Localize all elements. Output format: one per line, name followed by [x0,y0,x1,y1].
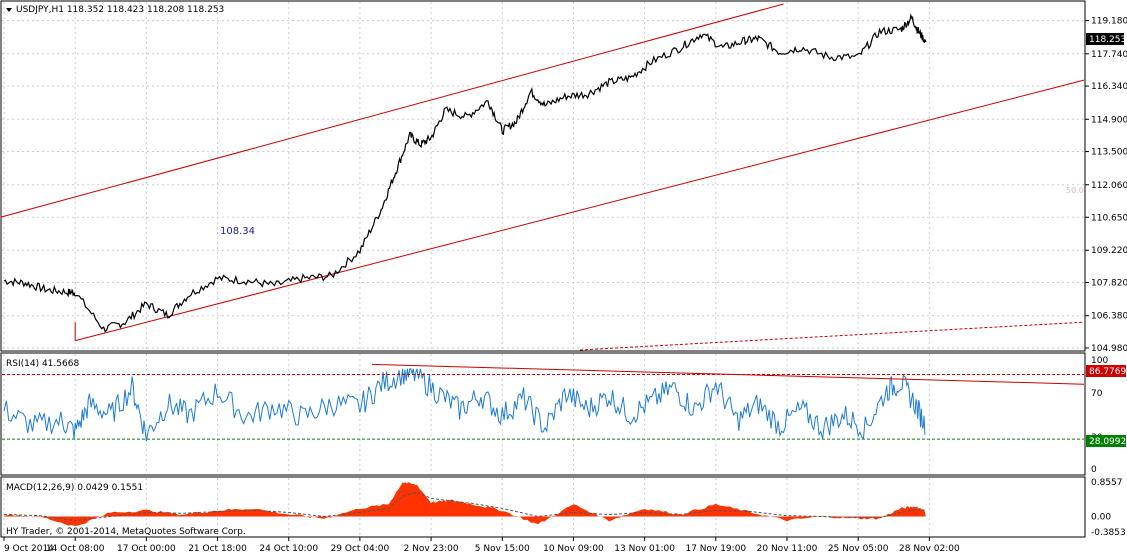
time-axis-label: 28 Nov 02:00 [899,544,960,554]
price-axis-label: 110.650 [1091,213,1127,223]
macd-axis-label: -0.3853 [1091,528,1126,538]
macd-axis: 0.8557 0.00 -0.3853 [1091,478,1126,538]
fib-level-label: 50.0 [1066,186,1084,195]
price-axis-label: 109.220 [1091,246,1127,256]
rsi-axis-label: 100 [1091,356,1108,366]
macd-panel[interactable] [0,476,1086,538]
time-axis-label: 20 Nov 11:00 [757,544,818,554]
macd-axis-label: 0.00 [1091,512,1111,522]
rsi-panel[interactable] [0,352,1086,476]
rsi-lower-label: 28.0992 [1089,437,1126,447]
time-axis-label: 21 Oct 18:00 [188,544,247,554]
macd-header: MACD(12,26,9) 0.0429 0.1551 [6,483,143,493]
time-axis-label: 17 Oct 00:00 [117,544,176,554]
time-axis-label: 5 Nov 15:00 [475,544,530,554]
trend-channel[interactable] [0,3,1085,351]
channel-lower-line[interactable] [75,79,1085,342]
rsi-series-line [3,368,926,442]
price-axis-label: 117.740 [1091,50,1127,60]
rsi-upper-label: 86.7769 [1089,367,1126,377]
time-axis-label: 9 Oct 2014 [4,544,54,554]
triangle-down-icon[interactable] [6,8,12,12]
price-axis-label: 116.340 [1091,82,1127,92]
time-axis-label: 13 Nov 01:00 [614,544,675,554]
current-price-label: 118.253 [1089,35,1126,45]
price-series-line [3,13,927,333]
macd-histogram [4,482,926,526]
macd-signal-line [3,491,925,522]
rsi-axis-label: 0 [1091,465,1097,475]
rsi-header: RSI(14) 41.5668 [6,359,79,369]
rsi-upper-badge [1086,365,1126,377]
time-axis-label: 25 Nov 05:00 [828,544,889,554]
time-axis-label: 10 Nov 09:00 [543,544,604,554]
current-price-badge [1086,33,1124,45]
time-axis-label: 17 Nov 19:00 [685,544,746,554]
time-axis-label: 24 Oct 10:00 [259,544,318,554]
price-annotation[interactable]: 108.34 [220,226,255,237]
time-axis-label: 29 Oct 04:00 [331,544,390,554]
channel-dashed-line[interactable] [579,321,1085,351]
copyright-text: HY Trader, © 2001-2014, MetaQuotes Softw… [6,527,246,537]
rsi-lower-badge [1086,435,1126,447]
time-axis-label: 14 Oct 08:00 [46,544,105,554]
price-axis-label: 106.380 [1091,312,1127,322]
price-axis: 119.180 117.740 116.340 114.900 113.500 112.0… [1085,17,1127,354]
main-header: USDJPY,H1 118.352 118.423 118.208 118.25… [16,5,224,15]
rsi-trend-line[interactable] [371,363,1085,385]
channel-upper-line[interactable] [0,3,784,218]
price-axis-label: 112.060 [1091,181,1127,191]
main-panel[interactable] [0,0,1086,352]
price-axis-label: 119.180 [1091,17,1127,27]
price-axis-label: 107.820 [1091,279,1127,289]
price-axis-label: 104.980 [1091,344,1127,354]
price-axis-label: 114.900 [1091,115,1127,125]
price-axis-label: 113.500 [1091,148,1127,158]
macd-axis-label: 0.8557 [1091,478,1123,488]
time-axis-label: 2 Nov 23:00 [404,544,459,554]
grid-lines [2,2,1084,536]
rsi-axis-label: 70 [1091,389,1103,399]
